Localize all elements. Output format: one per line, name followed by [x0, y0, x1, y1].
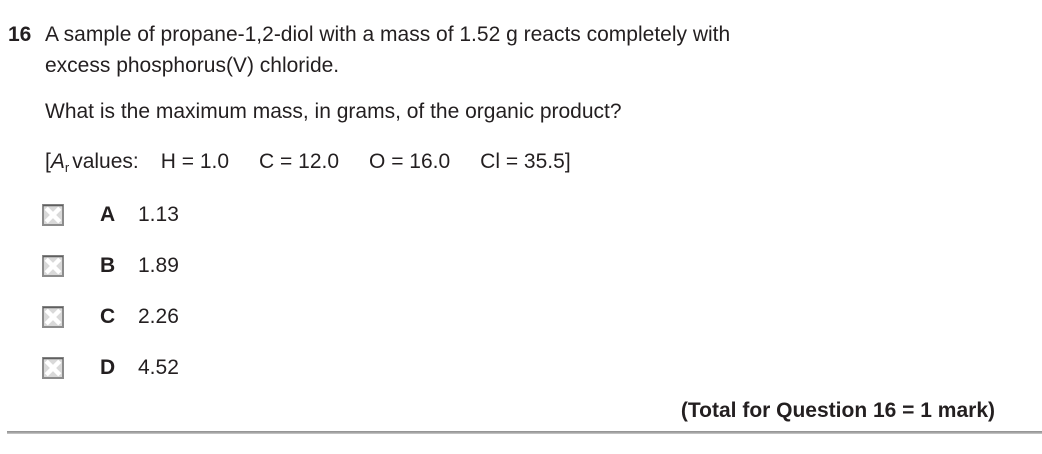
option-row-d[interactable]: D 4.52 [42, 356, 179, 380]
total-marks-label: (Total for Question 16 = 1 mark) [680, 399, 995, 422]
question-prompt: What is the maximum mass, in grams, of t… [45, 100, 622, 123]
option-row-a[interactable]: A 1.13 [42, 203, 179, 227]
option-letter-c: C [100, 305, 116, 328]
option-row-b[interactable]: B 1.89 [42, 254, 179, 278]
option-letter-a: A [100, 203, 116, 226]
ar-symbol: A [50, 150, 65, 173]
answer-checkbox-b-icon[interactable] [42, 255, 64, 277]
ar-close-bracket: ] [564, 150, 571, 173]
ar-value-h: H = 1.0 [160, 150, 230, 173]
option-value-c: 2.26 [138, 305, 179, 328]
answer-checkbox-a-icon[interactable] [42, 204, 64, 226]
ar-value-cl: Cl = 35.5 [480, 150, 565, 173]
ar-subscript: r [64, 160, 70, 175]
question-stem-line-1: A sample of propane-1,2-diol with a mass… [45, 23, 731, 46]
question-stem-line-2: excess phosphorus(V) chloride. [45, 54, 340, 77]
option-value-a: 1.13 [138, 203, 179, 226]
option-row-c[interactable]: C 2.26 [42, 305, 179, 329]
ar-open-bracket: [ [45, 150, 51, 173]
answer-checkbox-d-icon[interactable] [42, 357, 64, 379]
option-value-d: 4.52 [138, 356, 179, 379]
option-value-b: 1.89 [138, 254, 179, 277]
question-number: 16 [8, 23, 32, 46]
ar-value-o: O = 16.0 [369, 150, 451, 173]
question-divider-rule [7, 431, 1042, 434]
answer-checkbox-c-icon[interactable] [42, 306, 64, 328]
question-stem: A sample of propane-1,2-diol with a mass… [45, 19, 865, 81]
ar-values-line: [Ar values: H = 1.0 C = 12.0 O = 16.0 Cl = 35… [45, 149, 571, 180]
ar-value-c: C = 12.0 [259, 150, 340, 173]
option-letter-b: B [100, 254, 116, 277]
ar-values-label: values: [72, 150, 139, 173]
option-letter-d: D [100, 356, 116, 379]
